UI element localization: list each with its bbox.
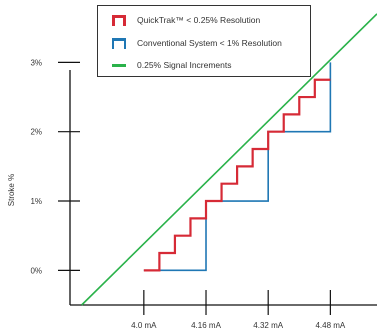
legend-swatch-green	[112, 63, 126, 67]
legend-item-quicktrak: QuickTrak™ < 0.25% Resolution	[112, 13, 260, 27]
signal-increment-line	[81, 13, 377, 306]
x-tick-label-0: 4.0 mA	[131, 321, 157, 330]
x-tick-label-2: 4.32 mA	[253, 321, 283, 330]
y-tick-label-2: 2%	[30, 128, 42, 137]
y-axis-title: Stroke %	[7, 174, 16, 206]
conventional-step-line	[143, 62, 332, 272]
plot-area	[81, 13, 377, 306]
legend-label-signal: 0.25% Signal Increments	[137, 60, 232, 70]
axes	[58, 61, 377, 315]
x-tick-label-1: 4.16 mA	[191, 321, 221, 330]
legend-swatch-red	[112, 14, 126, 26]
y-tick-label-3: 3%	[30, 58, 42, 67]
legend-label-conventional: Conventional System < 1% Resolution	[137, 38, 282, 48]
y-tick-label-1: 1%	[30, 197, 42, 206]
legend: QuickTrak™ < 0.25% Resolution Convention…	[97, 5, 311, 77]
x-tick-label-3: 4.48 mA	[315, 321, 345, 330]
tick-labels: 0% 1% 2% 3% 4.0 mA 4.16 mA 4.32 mA 4.48 mA	[30, 58, 345, 330]
y-tick-label-0: 0%	[30, 266, 42, 275]
quicktrak-step-line	[143, 78, 331, 272]
legend-label-quicktrak: QuickTrak™ < 0.25% Resolution	[137, 15, 261, 25]
legend-item-conventional: Conventional System < 1% Resolution	[112, 36, 282, 50]
legend-item-signal: 0.25% Signal Increments	[112, 58, 232, 72]
legend-swatch-blue	[112, 37, 126, 49]
